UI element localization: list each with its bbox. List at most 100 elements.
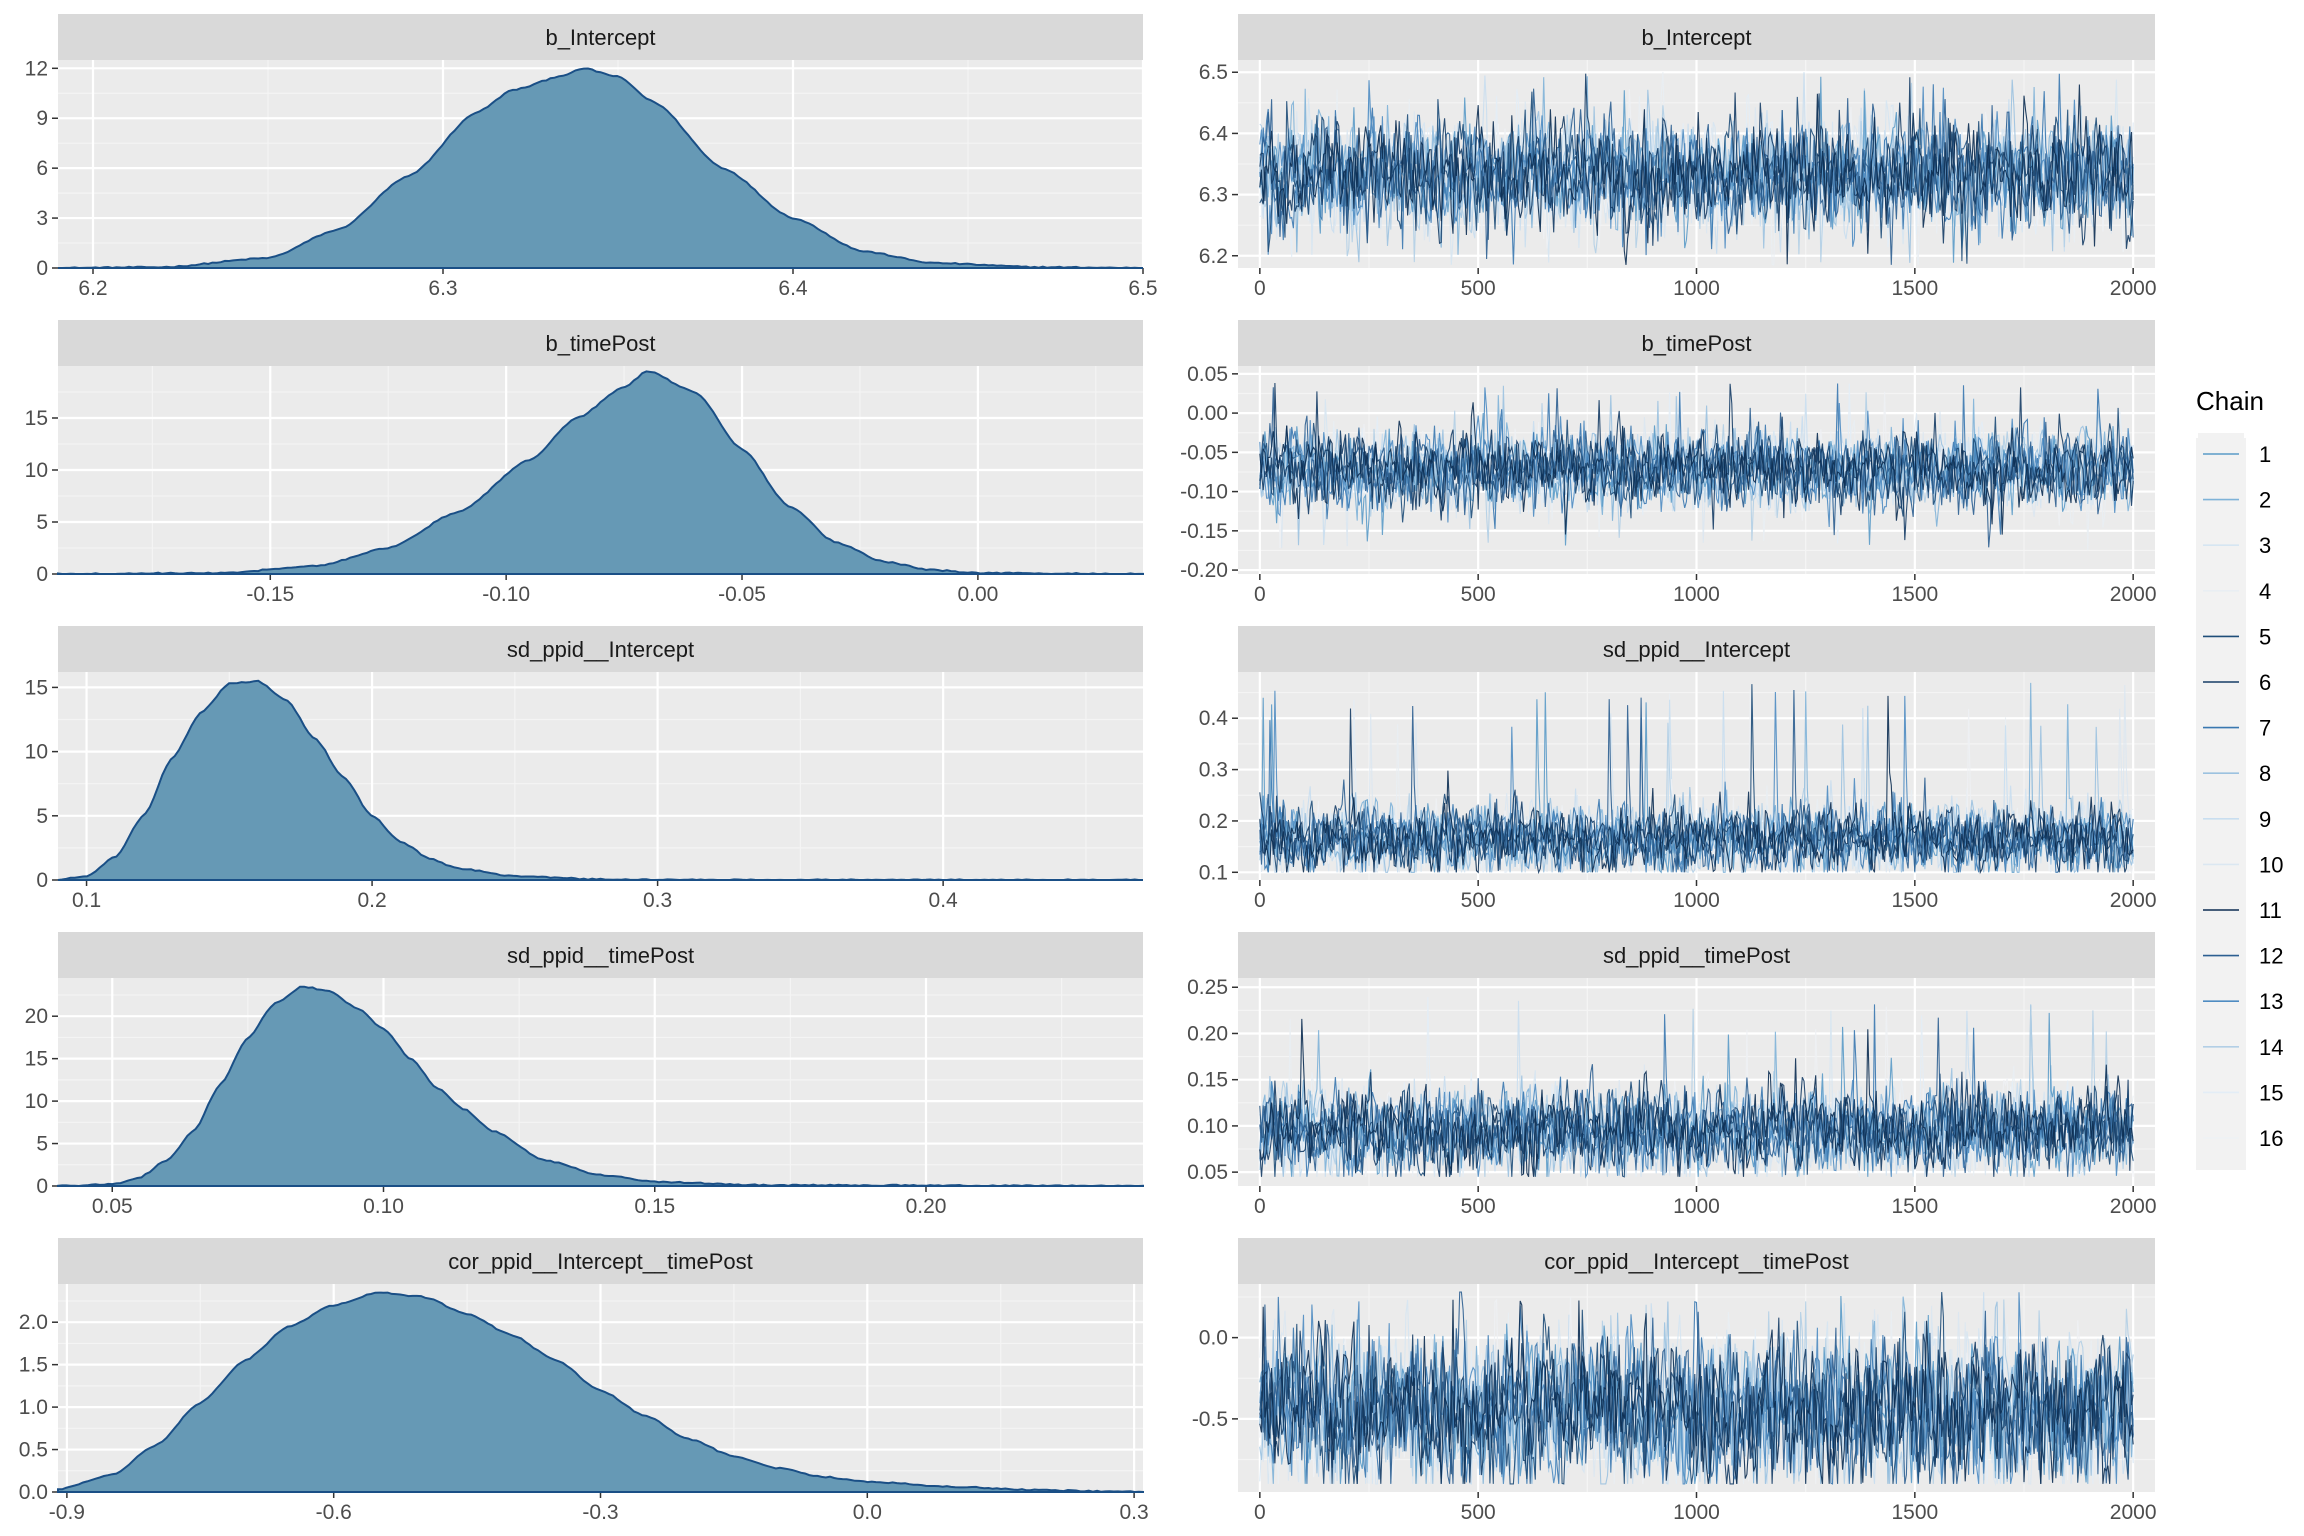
y-tick-label: 0 (36, 563, 48, 586)
y-tick-label: 6.4 (1199, 122, 1229, 145)
y-tick-label: 20 (25, 1005, 48, 1028)
y-tick-label: 0 (36, 1175, 48, 1198)
chain-trace-6 (1259, 1071, 2134, 1177)
x-tick-label: 500 (1461, 889, 1496, 912)
chain-trace-11 (1259, 1018, 2134, 1178)
panel-trace-4: sd_ppid__timePost 0 500 1000 1500 2000 0.05 0.1… (1187, 932, 2157, 1218)
legend-label: 10 (2259, 852, 2283, 877)
y-tick-label: 10 (25, 741, 48, 764)
y-tick-label: 3 (36, 207, 48, 230)
legend-label: 5 (2259, 624, 2271, 649)
x-tick-label: 6.4 (778, 277, 808, 300)
y-tick-label: 6 (36, 157, 48, 180)
panel-density-4: sd_ppid__timePost 0.05 0.10 0.15 0.20 0 5 10 15 2… (25, 932, 1144, 1218)
y-tick-label: 10 (25, 459, 48, 482)
x-tick-label: -0.15 (246, 583, 294, 606)
x-tick-label: 0.05 (92, 1195, 133, 1218)
legend-label: 12 (2259, 944, 2283, 969)
chain-trace-12 (1259, 88, 2134, 265)
x-tick-label: 2000 (2110, 277, 2157, 300)
y-tick-label: -0.20 (1180, 559, 1228, 582)
legend-label: 4 (2259, 579, 2271, 604)
y-tick-label: 0.00 (1187, 402, 1228, 425)
x-tick-label: 0 (1254, 277, 1266, 300)
y-tick-label: 0.3 (1199, 759, 1228, 782)
strip-background (1238, 1238, 2155, 1284)
x-tick-label: -0.6 (316, 1501, 352, 1524)
x-tick-label: 0.20 (906, 1195, 947, 1218)
y-tick-label: 10 (25, 1090, 48, 1113)
x-tick-label: 500 (1461, 1195, 1496, 1218)
x-tick-label: -0.9 (49, 1501, 85, 1524)
chain-trace-5 (1259, 407, 2134, 523)
y-tick-label: -0.10 (1180, 481, 1228, 504)
x-tick-label: 0 (1254, 889, 1266, 912)
chain-trace-11 (1259, 1299, 2134, 1484)
panel-title: b_Intercept (1641, 25, 1751, 50)
legend-label: 16 (2259, 1126, 2283, 1151)
strip-background (1238, 14, 2155, 60)
y-tick-label: 0.2 (1199, 810, 1228, 833)
y-tick-label: -0.15 (1180, 520, 1228, 543)
y-tick-label: -0.05 (1180, 441, 1228, 464)
x-tick-label: 1000 (1673, 1195, 1720, 1218)
y-tick-label: 5 (36, 511, 48, 534)
x-tick-label: 1000 (1673, 889, 1720, 912)
x-tick-label: 1000 (1673, 277, 1720, 300)
x-tick-label: 1000 (1673, 1501, 1720, 1524)
trace-lines (1259, 1291, 2134, 1487)
panel-density-3: sd_ppid__Intercept 0.1 0.2 0.3 0.4 0 5 10 15 (25, 626, 1143, 912)
x-tick-label: 2000 (2110, 1501, 2157, 1524)
legend-label: 1 (2259, 442, 2271, 467)
x-tick-label: 2000 (2110, 889, 2157, 912)
y-tick-label: 12 (25, 57, 48, 80)
x-tick-label: 0.00 (957, 583, 998, 606)
strip-background (1238, 320, 2155, 366)
panel-title: b_Intercept (545, 25, 655, 50)
y-tick-label: 6.3 (1199, 184, 1228, 207)
y-tick-label: 0.15 (1187, 1069, 1228, 1092)
legend-label: 3 (2259, 533, 2271, 558)
y-tick-label: 1.5 (19, 1354, 48, 1377)
chain-trace-11 (1259, 695, 2134, 875)
y-tick-label: 0.25 (1187, 976, 1228, 999)
y-tick-label: 0.05 (1187, 363, 1228, 386)
x-tick-label: 1500 (1891, 1195, 1938, 1218)
panel-trace-3: sd_ppid__Intercept 0 500 1000 1500 2000 0.1 0.2… (1199, 626, 2157, 912)
trace-lines (1259, 682, 2134, 875)
y-tick-label: 5 (36, 805, 48, 828)
chain-trace-6 (1259, 1317, 2134, 1485)
y-tick-label: 15 (25, 676, 48, 699)
x-tick-label: 0 (1254, 1501, 1266, 1524)
x-tick-label: 0 (1254, 1195, 1266, 1218)
y-tick-label: 0.20 (1187, 1022, 1228, 1045)
panel-trace-2: b_timePost 0 500 1000 1500 2000 -0.20 -0.15 -0.1… (1180, 320, 2157, 606)
x-tick-label: 0.0 (853, 1501, 882, 1524)
panel-trace-5: cor_ppid__Intercept__timePost 0 500 1000 150… (1192, 1238, 2157, 1524)
trace-lines (1259, 382, 2134, 551)
y-tick-label: 0.05 (1187, 1161, 1228, 1184)
x-tick-label: 0.1 (72, 889, 101, 912)
x-tick-label: 0.10 (363, 1195, 404, 1218)
x-tick-label: 0.3 (643, 889, 672, 912)
panel-title: b_timePost (1641, 331, 1751, 356)
y-tick-label: 1.0 (19, 1396, 48, 1419)
strip-background (1238, 932, 2155, 978)
y-tick-label: 9 (36, 107, 48, 130)
x-tick-label: -0.10 (482, 583, 530, 606)
x-tick-label: 1500 (1891, 583, 1938, 606)
panel-density-2: b_timePost -0.15 -0.10 -0.05 0.00 0 5 10 15 (25, 320, 1144, 606)
legend-label: 11 (2259, 898, 2282, 923)
panel-title: sd_ppid__timePost (507, 943, 694, 968)
strip-background (58, 932, 1143, 978)
legend-label: 7 (2259, 716, 2271, 741)
legend-label: 8 (2259, 761, 2271, 786)
legend-label: 13 (2259, 989, 2283, 1014)
x-tick-label: 1500 (1891, 277, 1938, 300)
strip-background (1238, 626, 2155, 672)
x-tick-label: 1500 (1891, 889, 1938, 912)
panel-title: sd_ppid__Intercept (1603, 637, 1790, 662)
